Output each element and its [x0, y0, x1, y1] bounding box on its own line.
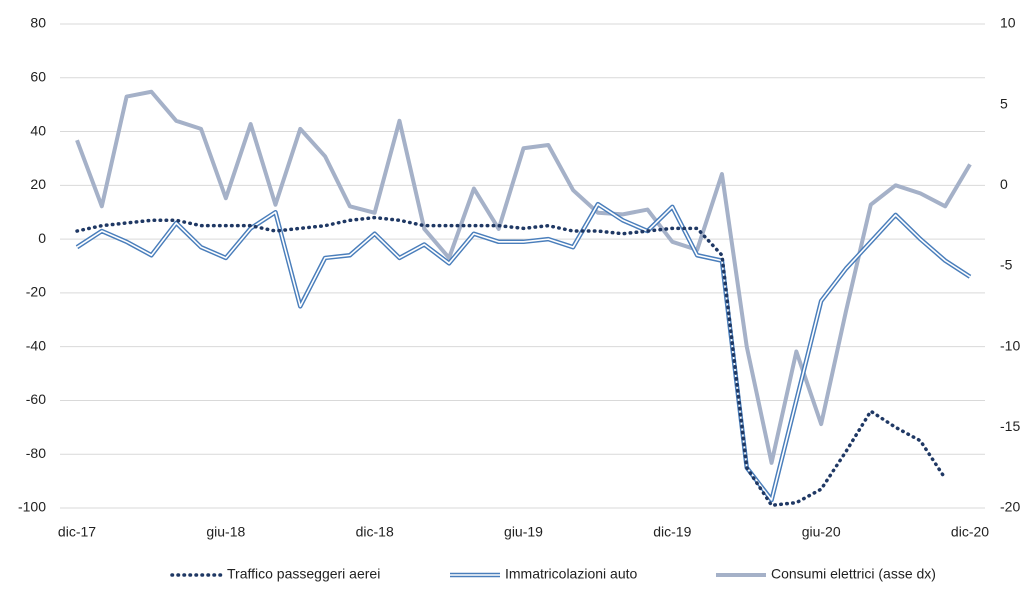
- y2-tick-label: -20: [1000, 499, 1020, 515]
- y-tick-label: -20: [26, 284, 46, 300]
- y2-tick-label: 0: [1000, 176, 1008, 192]
- x-tick-label: dic-17: [58, 524, 96, 540]
- line: [75, 215, 947, 508]
- line: [75, 89, 972, 465]
- y2-tick-label: -15: [1000, 418, 1020, 434]
- line-inner: [76, 203, 971, 501]
- x-tick-label: giu-20: [802, 524, 841, 540]
- x-tick-label: dic-19: [653, 524, 691, 540]
- y-tick-label: 20: [30, 176, 46, 192]
- y-tick-label: -80: [26, 445, 46, 461]
- y-tick-label: -100: [18, 499, 46, 515]
- x-tick-label: giu-19: [504, 524, 543, 540]
- x-tick-label: dic-20: [951, 524, 989, 540]
- y-tick-label: -40: [26, 337, 46, 353]
- x-tick-label: giu-18: [206, 524, 245, 540]
- y2-tick-label: 10: [1000, 15, 1016, 31]
- legend-label: Traffico passeggeri aerei: [227, 566, 380, 582]
- legend-label: Consumi elettrici (asse dx): [771, 566, 936, 582]
- legend-label: Immatricolazioni auto: [505, 566, 637, 582]
- y2-tick-label: 5: [1000, 95, 1008, 111]
- y2-tick-label: -5: [1000, 257, 1013, 273]
- y-tick-label: 0: [38, 230, 46, 246]
- y-tick-label: -60: [26, 391, 46, 407]
- y2-tick-label: -10: [1000, 337, 1020, 353]
- y-tick-label: 80: [30, 15, 46, 31]
- y-tick-label: 60: [30, 68, 46, 84]
- y-tick-label: 40: [30, 122, 46, 138]
- x-tick-label: dic-18: [356, 524, 394, 540]
